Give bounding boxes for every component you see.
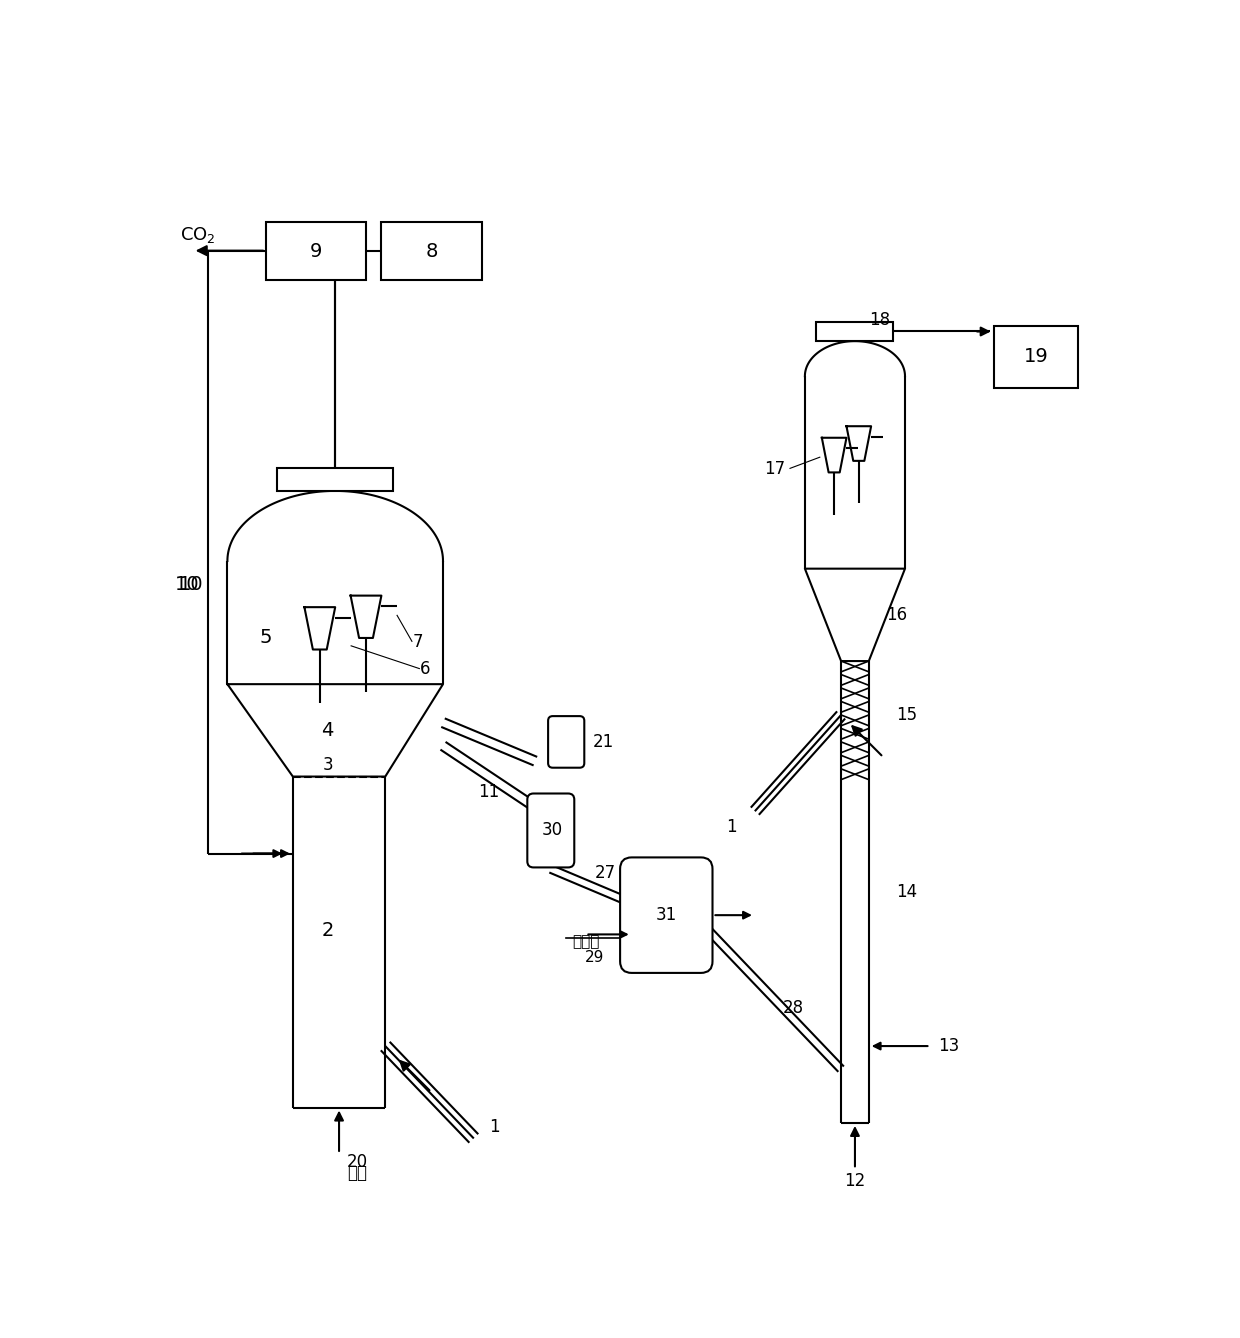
- FancyBboxPatch shape: [620, 858, 713, 973]
- Bar: [265, 222, 366, 280]
- Text: 8: 8: [425, 242, 438, 261]
- Text: 9: 9: [310, 242, 322, 261]
- Polygon shape: [304, 607, 335, 649]
- Text: 氧气: 氧气: [347, 1164, 367, 1181]
- Text: 31: 31: [656, 906, 677, 925]
- Bar: [993, 326, 1079, 388]
- Text: 10: 10: [175, 574, 200, 594]
- Text: 16: 16: [885, 606, 906, 624]
- Text: 4: 4: [321, 721, 334, 740]
- Bar: [278, 468, 393, 491]
- Text: 2: 2: [321, 921, 334, 941]
- Text: 12: 12: [844, 1172, 866, 1189]
- Text: 13: 13: [939, 1037, 960, 1056]
- Text: 17: 17: [765, 459, 786, 478]
- Text: 21: 21: [593, 733, 614, 751]
- Text: 5: 5: [259, 629, 272, 648]
- Text: 18: 18: [869, 310, 890, 329]
- FancyBboxPatch shape: [548, 716, 584, 768]
- Text: 水蒸汽: 水蒸汽: [572, 935, 599, 950]
- Text: 15: 15: [895, 706, 916, 724]
- FancyBboxPatch shape: [527, 793, 574, 867]
- Text: 1: 1: [490, 1119, 500, 1136]
- Text: 14: 14: [895, 883, 916, 900]
- Polygon shape: [227, 684, 443, 776]
- Polygon shape: [351, 595, 382, 638]
- Text: 28: 28: [782, 998, 804, 1017]
- Text: 19: 19: [1023, 348, 1048, 367]
- Text: 27: 27: [595, 864, 616, 882]
- Text: 3: 3: [322, 756, 332, 773]
- Polygon shape: [847, 427, 872, 460]
- Text: 20: 20: [347, 1152, 368, 1171]
- Text: 7: 7: [412, 633, 423, 650]
- Bar: [816, 322, 894, 341]
- Polygon shape: [805, 569, 905, 661]
- Text: 6: 6: [420, 660, 430, 678]
- Text: CO$_2$: CO$_2$: [180, 225, 216, 245]
- Text: 11: 11: [477, 783, 498, 801]
- Text: 29: 29: [585, 950, 604, 965]
- Text: 10: 10: [179, 574, 203, 594]
- Text: 1: 1: [727, 818, 737, 836]
- Bar: [382, 222, 481, 280]
- Text: 30: 30: [542, 822, 563, 839]
- Polygon shape: [822, 438, 847, 472]
